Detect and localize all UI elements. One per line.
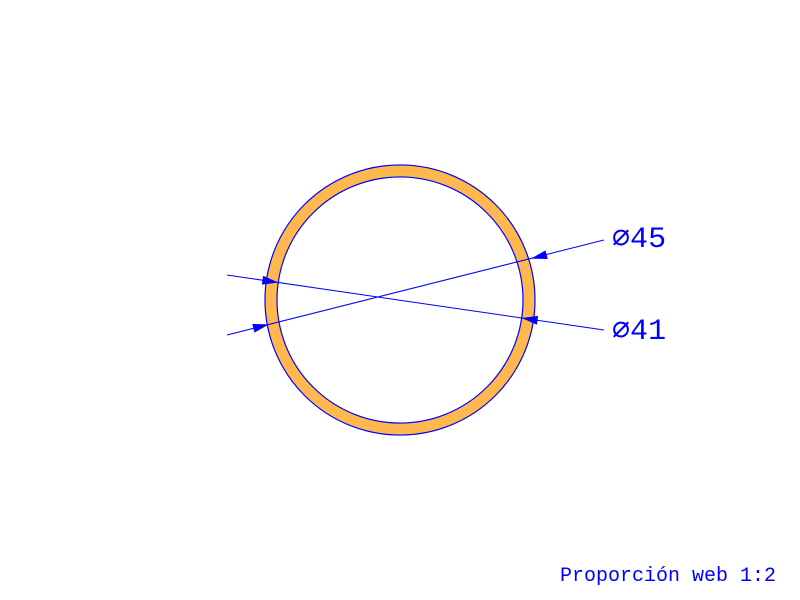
technical-drawing xyxy=(0,0,800,600)
scale-footer: Proporción web 1:2 xyxy=(560,565,776,588)
outer-diameter-label: ⌀45 xyxy=(612,220,666,257)
inner-diameter-label: ⌀41 xyxy=(612,312,666,349)
dimension-line xyxy=(227,275,604,330)
dimension-arrowhead xyxy=(252,324,269,333)
dimension-arrowhead xyxy=(531,250,548,259)
